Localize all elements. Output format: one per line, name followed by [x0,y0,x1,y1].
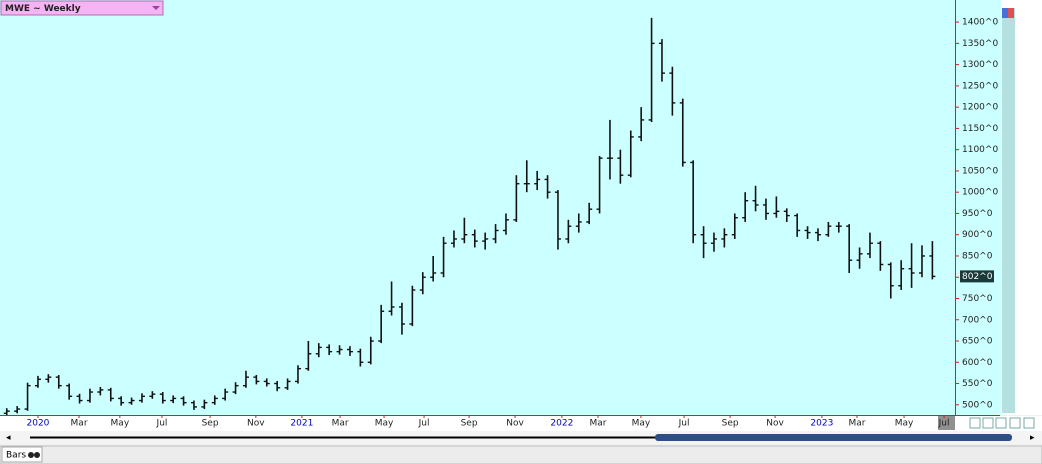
x-tick-label: Jul [418,419,430,429]
y-tick-label: 1000^0 [962,188,998,198]
side-strip [1002,8,1015,413]
scroll-bar[interactable]: ◂ ▸ [0,431,1042,444]
chart-title: MWE ~ Weekly [5,4,81,14]
y-tick-label: 1100^0 [962,145,998,155]
x-tick-label: 2023 [810,419,833,429]
bars-tab[interactable] [1,446,43,463]
y-tick-label: 1300^0 [962,60,998,70]
bars-tab-label: Bars [6,451,26,461]
x-tick-label: May [375,419,394,429]
y-tick-label: 500^0 [962,400,993,410]
x-tick-label: Nov [247,419,265,429]
x-tick-label: Mar [71,419,88,429]
zoom-button[interactable] [1023,417,1035,429]
status-bar [0,445,1042,464]
buy-button[interactable] [1002,8,1008,18]
scroll-right[interactable]: ▸ [1030,433,1035,443]
scroll-thumb[interactable] [655,434,1012,441]
time-axis-cursor [938,416,955,430]
y-tick-label: 650^0 [962,337,993,347]
x-tick-label: Jul [678,419,690,429]
last-price-box [960,270,994,283]
x-tick-label: May [895,419,914,429]
last-price-label: 802^0 [962,272,993,282]
y-tick-label: 1050^0 [962,166,998,176]
x-tick-label: Mar [848,419,865,429]
x-tick-label: Sep [722,419,739,429]
scroll-left[interactable]: ◂ [6,433,11,443]
x-tick-label: Nov [506,419,524,429]
sell-button[interactable] [1008,8,1014,18]
x-tick-label: Sep [461,419,478,429]
zoom-button[interactable] [995,417,1007,429]
x-tick-label: Mar [590,419,607,429]
x-tick-label: 2022 [550,419,573,429]
x-tick-label: Jul [938,419,950,429]
plot-bg [0,0,1001,415]
dropdown-arrow [152,6,160,10]
y-tick-label: 1200^0 [962,103,998,113]
y-tick-label: 750^0 [962,294,993,304]
zoom-button[interactable] [982,417,994,429]
y-tick-label: 700^0 [962,315,993,325]
x-tick-label: May [632,419,651,429]
y-tick-label: 1150^0 [962,124,998,134]
y-tick-label: 1400^0 [962,18,998,28]
y-tick-label: 550^0 [962,379,993,389]
zoom-button[interactable] [969,417,981,429]
y-tick-label: 1350^0 [962,39,998,49]
x-tick-label: Mar [332,419,349,429]
x-tick-label: 2021 [290,419,313,429]
y-tick-label: 900^0 [962,230,993,240]
tab-icon [28,452,34,458]
x-tick-label: 2020 [27,419,50,429]
tab-icon [34,452,40,458]
x-tick-label: Jul [156,419,168,429]
time-axis-bg [0,416,1042,431]
x-tick-label: May [111,419,130,429]
symbol-selector[interactable] [0,0,164,16]
y-tick-label: 600^0 [962,358,993,368]
zoom-button[interactable] [1009,417,1021,429]
zoom-buttons [969,417,1035,429]
bars [3,17,936,415]
x-tick-label: Sep [202,419,219,429]
y-tick-label: 950^0 [962,209,993,219]
y-tick-label: 1250^0 [962,81,998,91]
y-tick-label: 850^0 [962,251,993,261]
x-tick-label: Nov [766,419,784,429]
